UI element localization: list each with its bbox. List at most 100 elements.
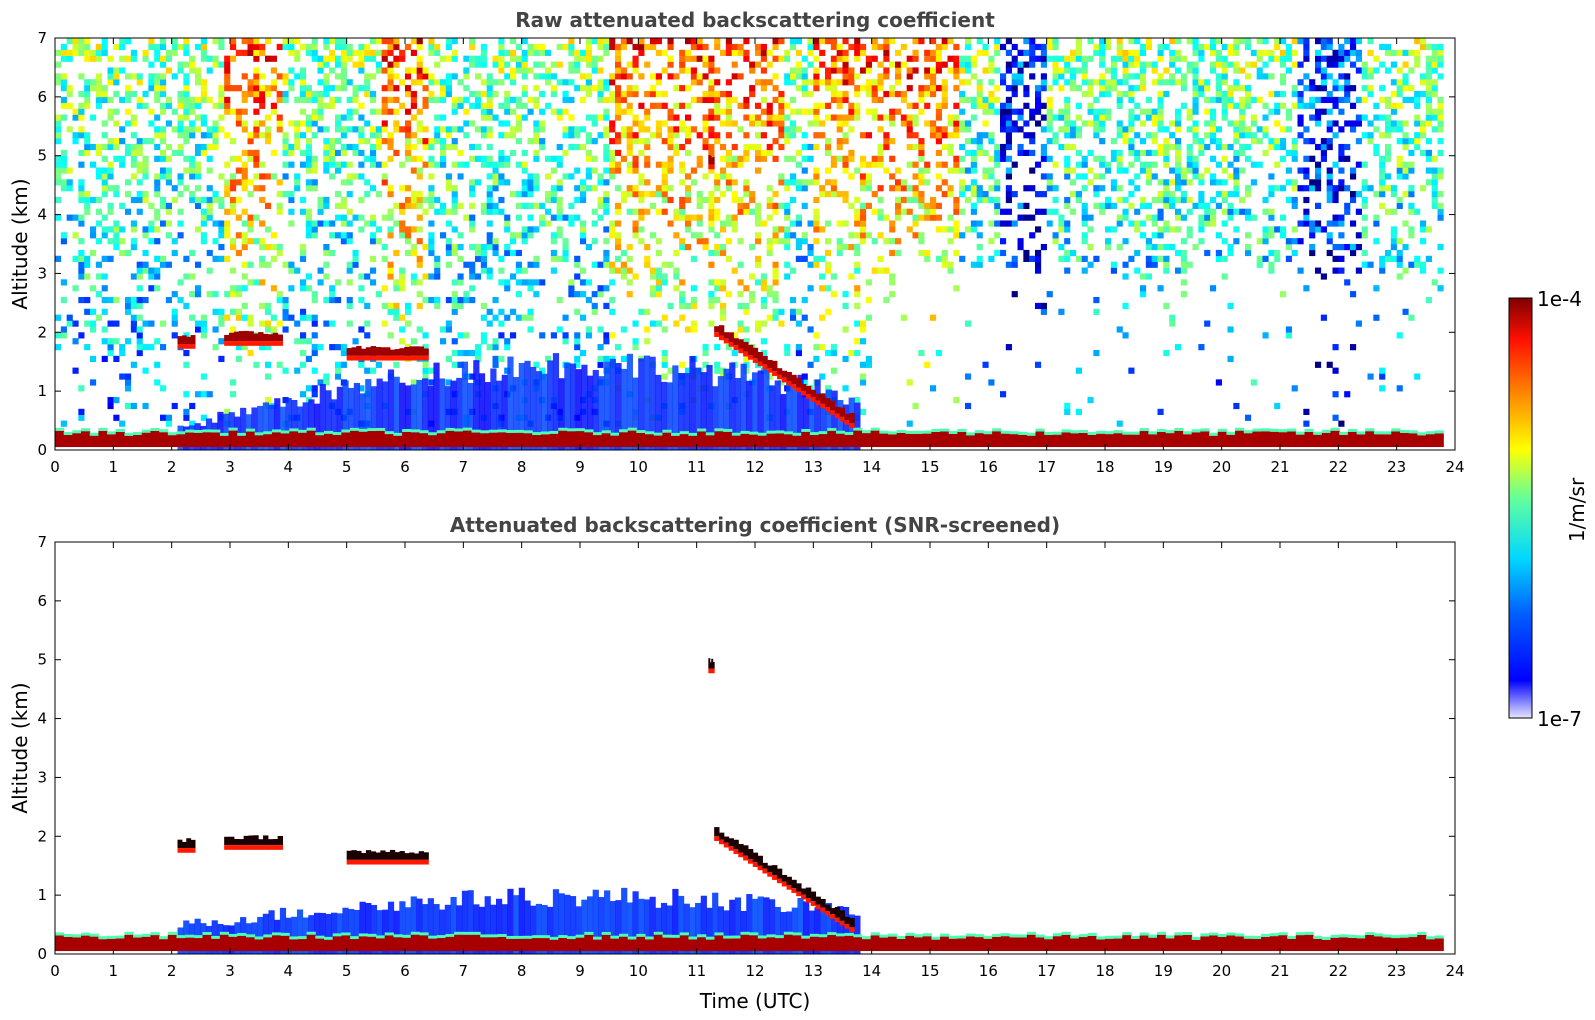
heatmap-cell <box>895 238 902 245</box>
heatmap-cell <box>1029 43 1036 51</box>
heatmap-cell <box>107 226 114 233</box>
heatmap-cell <box>230 244 237 251</box>
heatmap-cell <box>620 108 627 115</box>
heatmap-cell <box>358 273 365 280</box>
heatmap-cell <box>1315 226 1322 233</box>
heatmap-cell <box>1186 114 1193 121</box>
heatmap-cell <box>1163 155 1170 162</box>
heatmap-cell <box>1081 120 1088 127</box>
heatmap-cell <box>189 61 196 68</box>
heatmap-cell <box>463 132 470 139</box>
heatmap-cell <box>95 167 102 174</box>
heatmap-cell <box>533 102 540 109</box>
heatmap-cell <box>1239 67 1246 74</box>
heatmap-cell <box>1350 249 1357 257</box>
heatmap-cell <box>1320 96 1327 104</box>
heatmap-cell <box>224 208 231 215</box>
heatmap-cell <box>1163 67 1170 74</box>
heatmap-cell <box>696 202 703 209</box>
heatmap-cell <box>650 43 657 51</box>
boundary-layer-cell <box>427 385 434 450</box>
heatmap-cell <box>632 344 639 351</box>
heatmap-cell <box>737 196 744 204</box>
heatmap-cell <box>941 226 948 233</box>
heatmap-cell <box>597 261 604 268</box>
heatmap-cell <box>95 314 102 321</box>
heatmap-cell <box>253 132 260 139</box>
heatmap-cell <box>1250 61 1257 68</box>
heatmap-cell <box>1396 161 1403 168</box>
heatmap-cell <box>428 379 435 386</box>
heatmap-cell <box>480 314 487 321</box>
heatmap-cell <box>615 61 622 68</box>
heatmap-cell <box>1262 238 1269 245</box>
heatmap-cell <box>784 126 791 133</box>
heatmap-cell <box>230 155 237 162</box>
heatmap-cell <box>480 249 487 257</box>
heatmap-cell <box>154 79 161 86</box>
heatmap-cell <box>165 179 172 186</box>
heatmap-cell <box>749 291 756 298</box>
heatmap-cell <box>1291 143 1298 151</box>
heatmap-cell <box>410 338 417 345</box>
heatmap-cell <box>988 220 995 227</box>
heatmap-cell <box>1437 167 1444 174</box>
heatmap-cell <box>165 296 172 304</box>
heatmap-cell <box>626 38 633 45</box>
heatmap-cell <box>1385 67 1392 74</box>
heatmap-cell <box>807 90 814 98</box>
heatmap-cell <box>1373 67 1380 74</box>
heatmap-cell <box>813 220 820 227</box>
heatmap-cell <box>976 90 983 98</box>
heatmap-cell <box>883 38 890 45</box>
heatmap-cell <box>580 55 587 62</box>
heatmap-cell <box>1093 120 1100 127</box>
heatmap-cell <box>912 38 919 45</box>
boundary-layer-cell <box>547 360 554 450</box>
heatmap-cell <box>766 185 773 192</box>
heatmap-cell <box>731 179 738 186</box>
heatmap-cell <box>364 367 371 374</box>
heatmap-cell <box>906 67 913 74</box>
heatmap-cell <box>615 114 622 121</box>
heatmap-cell <box>790 43 797 51</box>
heatmap-cell <box>527 261 534 268</box>
heatmap-cell <box>632 167 639 174</box>
heatmap-cell <box>994 179 1001 186</box>
heatmap-cell <box>1338 61 1345 68</box>
heatmap-cell <box>218 308 225 315</box>
heatmap-cell <box>568 67 575 74</box>
heatmap-cell <box>346 208 353 215</box>
heatmap-cell <box>685 49 692 56</box>
heatmap-cell <box>218 173 225 180</box>
heatmap-cell <box>1134 267 1141 274</box>
heatmap-cell <box>743 191 750 198</box>
heatmap-cell <box>714 232 721 239</box>
heatmap-cell <box>807 326 814 333</box>
heatmap-cell <box>988 167 995 174</box>
heatmap-cell <box>813 114 820 121</box>
heatmap-cell <box>177 96 184 104</box>
heatmap-cell <box>1361 61 1368 68</box>
heatmap-cell <box>1145 173 1152 180</box>
heatmap-cell <box>480 267 487 274</box>
heatmap-cell <box>988 55 995 62</box>
heatmap-cell <box>305 143 312 151</box>
heatmap-cell <box>107 296 114 304</box>
heatmap-cell <box>393 108 400 115</box>
heatmap-cell <box>1192 120 1199 127</box>
heatmap-cell <box>72 285 79 292</box>
heatmap-cell <box>877 73 884 80</box>
heatmap-cell <box>416 191 423 198</box>
heatmap-cell <box>702 349 709 357</box>
heatmap-cell <box>976 244 983 251</box>
heatmap-cell <box>871 208 878 215</box>
heatmap-cell <box>200 391 207 398</box>
heatmap-cell <box>970 155 977 162</box>
heatmap-cell <box>1099 126 1106 133</box>
heatmap-cell <box>912 214 919 221</box>
heatmap-cell <box>1326 43 1333 51</box>
heatmap-cell <box>702 196 709 204</box>
heatmap-cell <box>679 49 686 56</box>
heatmap-cell <box>90 161 97 168</box>
